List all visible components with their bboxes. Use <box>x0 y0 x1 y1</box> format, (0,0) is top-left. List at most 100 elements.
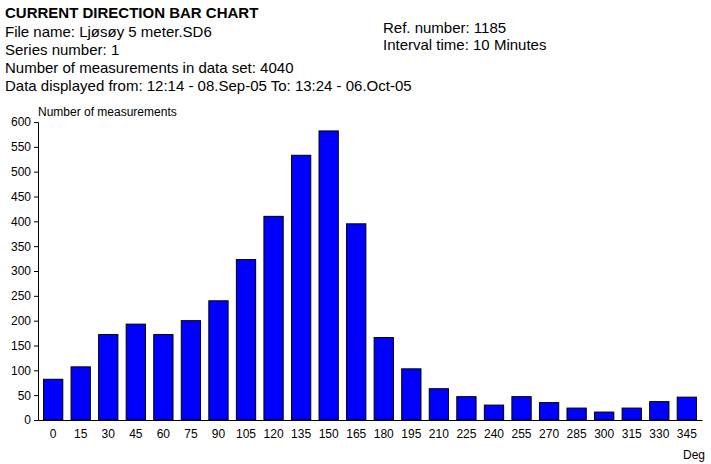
y-axis: 0 50 100 150 200 250 300 350 400 450 500 550 600 <box>11 115 39 427</box>
x-tick-label: 15 <box>74 427 88 441</box>
x-tick: 60 <box>157 420 171 441</box>
header-line: Data displayed from: 12:14 - 08.Sep-05 T… <box>5 77 412 94</box>
x-tick: 30 <box>102 420 116 441</box>
bar <box>44 379 63 420</box>
y-tick: 0 <box>24 413 38 427</box>
y-tick: 250 <box>11 289 38 303</box>
y-axis-title: Number of measurements <box>38 105 177 119</box>
x-tick: 15 <box>74 420 88 441</box>
x-tick-label: 210 <box>429 427 449 441</box>
x-tick: 105 <box>236 420 256 441</box>
y-tick: 300 <box>11 264 38 278</box>
y-tick-label: 250 <box>11 289 31 303</box>
bar <box>71 367 90 420</box>
x-tick: 300 <box>594 420 614 441</box>
bar <box>677 397 696 420</box>
y-tick-mark <box>34 246 38 247</box>
bar <box>99 335 118 420</box>
y-tick: 450 <box>11 190 38 204</box>
x-tick-label: 255 <box>512 427 532 441</box>
x-tick: 135 <box>291 420 311 441</box>
bar <box>181 321 200 420</box>
x-tick: 120 <box>264 420 284 441</box>
bar <box>595 412 614 420</box>
y-tick-label: 400 <box>11 215 31 229</box>
x-tick: 0 <box>50 420 57 441</box>
bar <box>622 408 641 420</box>
bar <box>567 408 586 420</box>
y-tick-mark <box>34 296 38 297</box>
x-tick-label: 0 <box>50 427 57 441</box>
y-tick-label: 100 <box>11 364 31 378</box>
bar <box>236 260 255 420</box>
x-tick-label: 315 <box>622 427 642 441</box>
y-tick-label: 200 <box>11 314 31 328</box>
x-tick-label: 300 <box>594 427 614 441</box>
y-tick: 100 <box>11 364 38 378</box>
y-tick-mark <box>34 172 38 173</box>
y-tick: 500 <box>11 165 38 179</box>
bar <box>126 324 145 420</box>
x-tick-label: 180 <box>374 427 394 441</box>
y-tick-label: 350 <box>11 240 31 254</box>
x-tick: 285 <box>567 420 587 441</box>
header-line: Number of measurements in data set: 4040 <box>5 59 294 76</box>
x-tick-label: 330 <box>649 427 669 441</box>
bar <box>291 155 310 420</box>
y-tick: 550 <box>11 140 38 154</box>
x-tick-label: 75 <box>184 427 198 441</box>
x-tick: 165 <box>346 420 366 441</box>
x-tick-label: 165 <box>346 427 366 441</box>
x-axis: 0153045607590105120135150165180195210225… <box>39 420 703 441</box>
title: CURRENT DIRECTION BAR CHART <box>5 4 258 21</box>
header-line: Ref. number: 1185 <box>383 19 506 36</box>
x-tick-label: 240 <box>484 427 504 441</box>
x-tick-label: 345 <box>677 427 697 441</box>
bar <box>264 216 283 420</box>
bar <box>650 402 669 420</box>
x-tick: 90 <box>212 420 226 441</box>
x-tick-label: 270 <box>539 427 559 441</box>
y-tick-mark <box>34 321 38 322</box>
y-tick-label: 600 <box>11 115 31 129</box>
bar <box>319 131 338 420</box>
y-tick: 600 <box>11 115 38 129</box>
x-tick-label: 105 <box>236 427 256 441</box>
y-tick-label: 50 <box>18 389 32 403</box>
y-tick: 50 <box>18 389 38 403</box>
bars <box>44 131 697 420</box>
bar <box>374 338 393 420</box>
y-tick-mark <box>34 420 38 421</box>
x-tick: 180 <box>374 420 394 441</box>
y-tick: 400 <box>11 215 38 229</box>
y-tick-label: 300 <box>11 264 31 278</box>
chart: CURRENT DIRECTION BAR CHART File name: Lj… <box>0 0 711 464</box>
y-tick-mark <box>34 395 38 396</box>
x-tick: 240 <box>484 420 504 441</box>
y-tick: 150 <box>11 339 38 353</box>
y-tick-label: 0 <box>24 413 31 427</box>
y-tick-mark <box>34 271 38 272</box>
y-tick-label: 150 <box>11 339 31 353</box>
x-tick-label: 60 <box>157 427 171 441</box>
header-line: File name: Ljøsøy 5 meter.SD6 <box>5 23 212 40</box>
bar <box>539 403 558 420</box>
bar <box>154 335 173 420</box>
x-tick: 45 <box>129 420 143 441</box>
x-tick: 195 <box>401 420 421 441</box>
bar <box>429 389 448 420</box>
y-tick-label: 500 <box>11 165 31 179</box>
bar <box>512 397 531 420</box>
y-tick-mark <box>34 346 38 347</box>
x-tick: 345 <box>677 420 697 441</box>
x-tick: 255 <box>512 420 532 441</box>
x-tick-label: 195 <box>401 427 421 441</box>
bar <box>347 224 366 420</box>
y-tick-mark <box>34 122 38 123</box>
y-tick-mark <box>34 221 38 222</box>
x-tick-label: 45 <box>129 427 143 441</box>
x-tick: 225 <box>456 420 476 441</box>
x-axis-line <box>39 420 703 421</box>
x-tick-label: 90 <box>212 427 226 441</box>
y-tick-mark <box>34 197 38 198</box>
